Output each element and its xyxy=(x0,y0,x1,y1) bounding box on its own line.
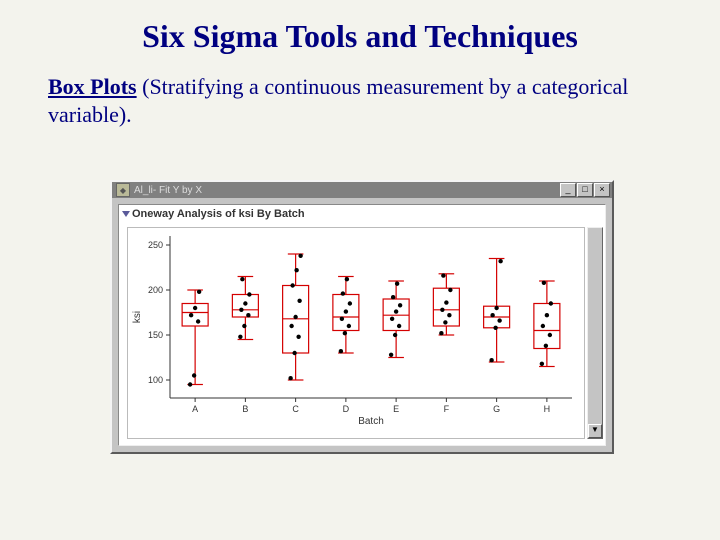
svg-text:B: B xyxy=(242,404,248,414)
svg-text:F: F xyxy=(444,404,450,414)
window-controls: _ □ × xyxy=(560,183,610,197)
plot-area: 100 150 200 250 ksi A B C D E F G H Batch xyxy=(127,227,585,439)
svg-text:D: D xyxy=(343,404,350,414)
svg-text:G: G xyxy=(493,404,500,414)
close-button[interactable]: × xyxy=(594,183,610,197)
subtitle-topic: Box Plots xyxy=(48,74,137,99)
minimize-button[interactable]: _ xyxy=(560,183,576,197)
svg-text:H: H xyxy=(544,404,551,414)
slide: Six Sigma Tools and Techniques Box Plots… xyxy=(0,0,720,540)
svg-text:200: 200 xyxy=(148,285,163,295)
slide-subtitle: Box Plots (Stratifying a continuous meas… xyxy=(48,73,672,128)
svg-text:ksi: ksi xyxy=(132,311,143,323)
maximize-button[interactable]: □ xyxy=(577,183,593,197)
svg-text:100: 100 xyxy=(148,375,163,385)
slide-title: Six Sigma Tools and Techniques xyxy=(0,0,720,65)
svg-text:C: C xyxy=(292,404,299,414)
boxplot-chart: 100 150 200 250 ksi A B C D E F G H Batch xyxy=(128,228,580,428)
svg-text:A: A xyxy=(192,404,198,414)
disclosure-triangle-icon[interactable] xyxy=(122,211,130,217)
svg-text:Batch: Batch xyxy=(358,416,384,427)
chart-window: ◆ Al_li- Fit Y by X _ □ × Oneway Analysi… xyxy=(110,180,614,454)
scroll-down-button[interactable]: ▼ xyxy=(588,424,602,438)
chart-panel: Oneway Analysis of ksi By Batch 100 150 20… xyxy=(118,204,606,446)
window-titlebar[interactable]: ◆ Al_li- Fit Y by X _ □ × xyxy=(112,182,612,198)
svg-text:150: 150 xyxy=(148,330,163,340)
window-title: Al_li- Fit Y by X xyxy=(134,185,202,196)
graph-title-text: Oneway Analysis of ksi By Batch xyxy=(132,208,305,220)
svg-text:250: 250 xyxy=(148,240,163,250)
scrollbar-vertical[interactable]: ▼ xyxy=(587,227,603,439)
graph-title-row[interactable]: Oneway Analysis of ksi By Batch xyxy=(119,205,605,223)
app-icon: ◆ xyxy=(116,183,130,197)
svg-text:E: E xyxy=(393,404,399,414)
